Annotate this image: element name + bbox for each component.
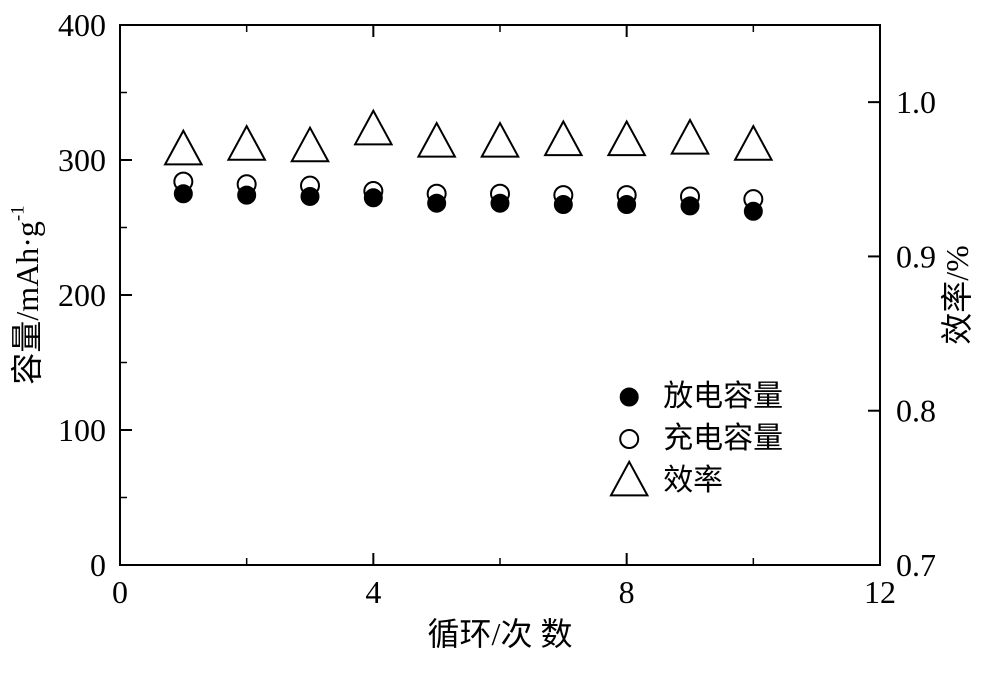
y-right-axis-title: 效率/% [939,245,975,345]
yl-tick-label: 100 [58,412,106,448]
yr-tick-label: 1.0 [896,84,936,120]
legend-label: 效率 [663,464,723,497]
yr-tick-label: 0.8 [896,393,936,429]
plot-border [120,25,880,565]
data-point [482,123,518,157]
data-point [735,126,771,160]
x-tick-label: 8 [619,574,635,610]
data-point [301,187,319,205]
legend-label: 充电容量 [663,422,783,455]
x-tick-label: 4 [365,574,381,610]
yr-tick-label: 0.7 [896,547,936,583]
yl-tick-label: 200 [58,277,106,313]
data-point [672,120,708,154]
data-point [165,131,201,165]
yr-tick-label: 0.9 [896,238,936,274]
data-point [620,430,638,448]
chart-svg: 0 4 8 12 0 100 200 300 400 0.7 0.8 0.9 1.0 循环/次 数 容量/m… [0,0,1000,674]
data-point [355,111,391,145]
chart-container: 0 4 8 12 0 100 200 300 400 0.7 0.8 0.9 1.0 循环/次 数 容量/m… [0,0,1000,674]
data-point [418,123,454,157]
data-point [228,126,264,160]
x-tick-label: 0 [112,574,128,610]
legend-label: 放电容量 [663,380,783,413]
y-left-axis-title: 容量/mAh·g-1 [8,205,45,384]
data-point [292,128,328,162]
data-point [545,122,581,156]
data-point [608,122,644,156]
yl-tick-label: 0 [90,547,106,583]
x-tick-label: 12 [864,574,896,610]
x-axis-title: 循环/次 数 [428,616,573,652]
data-point [611,462,647,496]
yl-tick-label: 400 [58,7,106,43]
data-point [238,186,256,204]
yl-tick-label: 300 [58,142,106,178]
data-point [620,388,638,406]
